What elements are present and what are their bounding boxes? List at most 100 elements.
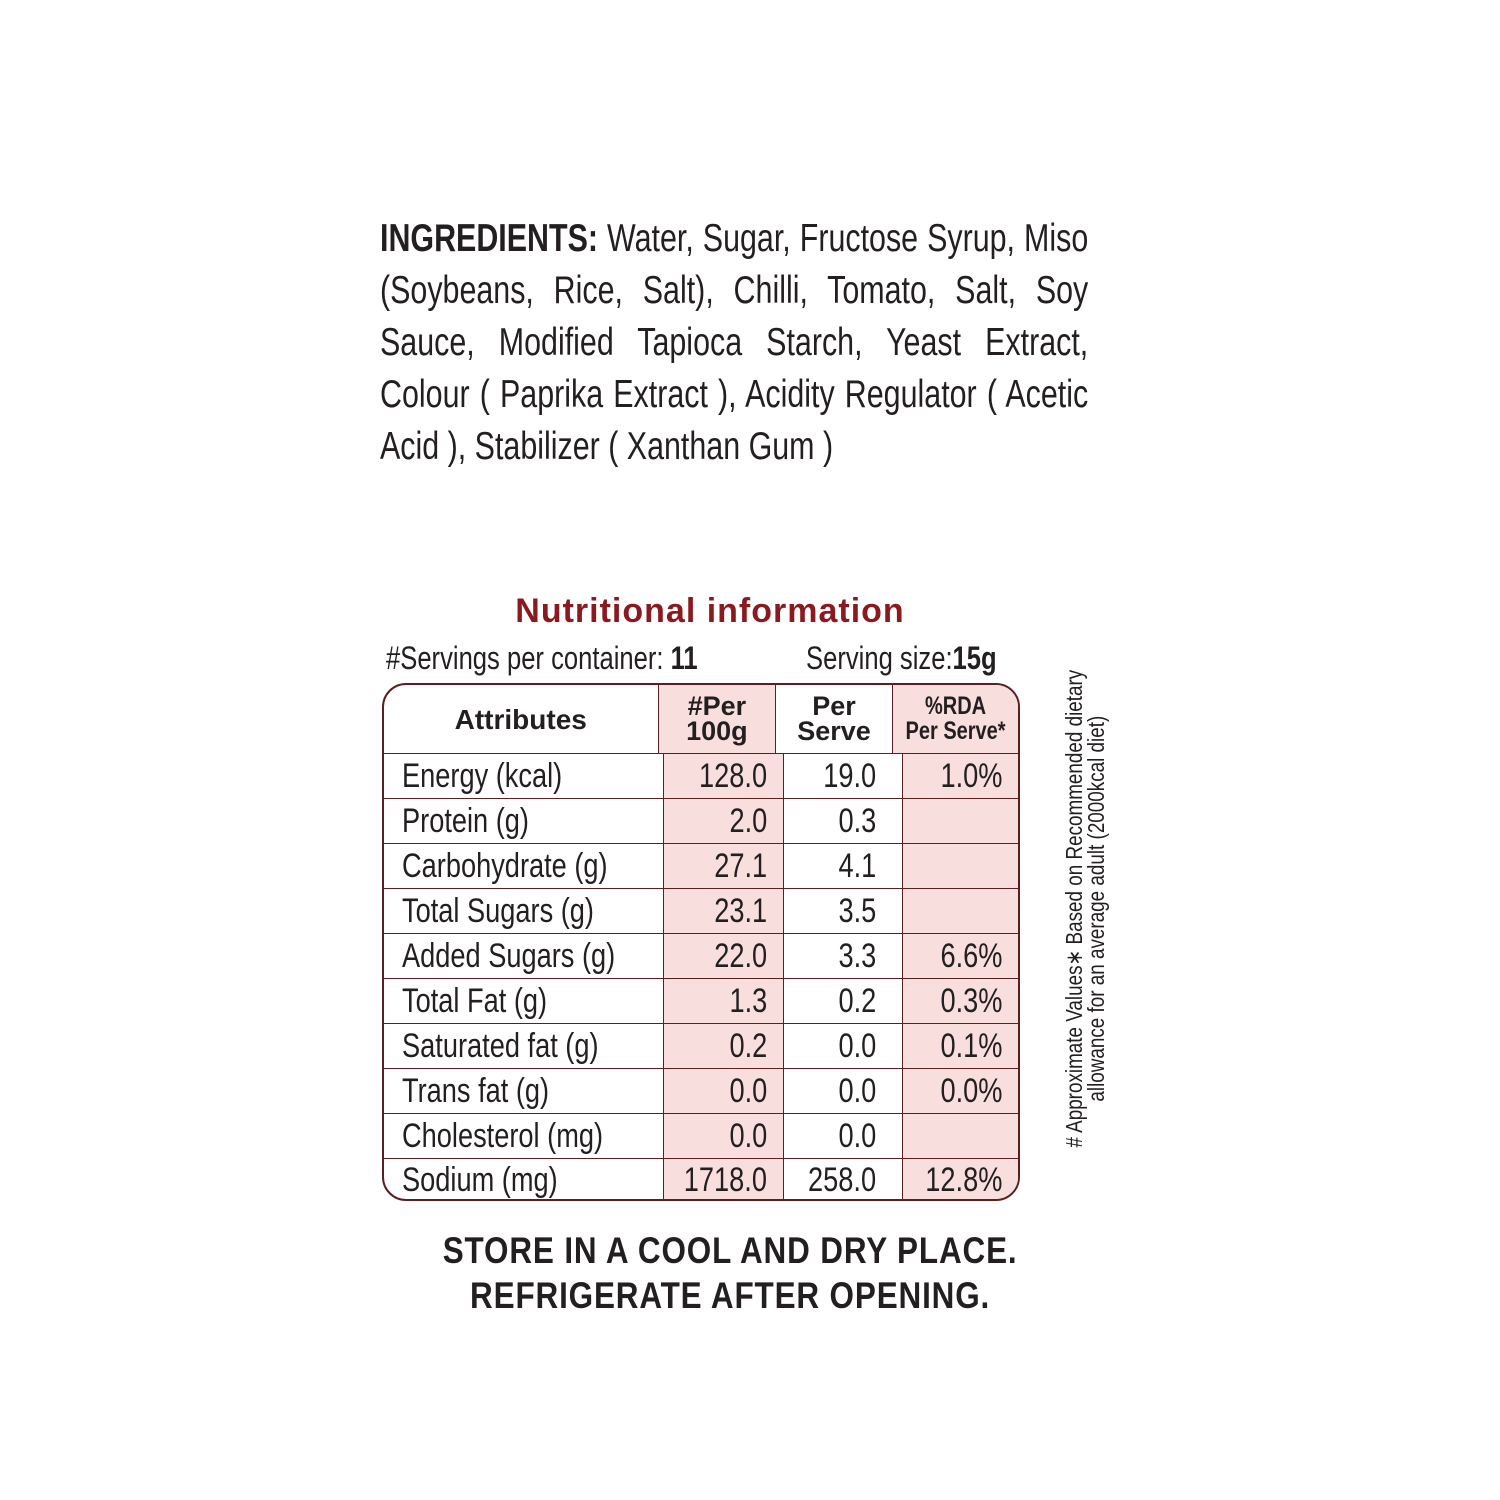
serving-size-value: 15g [952, 640, 997, 676]
cell-value: 0.0 [838, 1026, 876, 1065]
storage-line1: STORE IN A COOL AND DRY PLACE. [442, 1230, 1018, 1271]
row-attribute: Saturated fat (g) [384, 1024, 663, 1068]
cell-value: Protein (g) [402, 801, 529, 840]
cell-value: Trans fat (g) [402, 1071, 550, 1110]
serving-size-label: Serving size: [806, 640, 953, 676]
ingredients-list: Water, Sugar, Fructose Syrup, Miso (Soyb… [380, 217, 1089, 468]
header-line: Per Serve* [905, 717, 1006, 745]
cell-value: 0.0% [940, 1071, 1002, 1110]
cell-value: 128.0 [698, 756, 767, 795]
row-per-100g: 1718.0 [663, 1159, 783, 1199]
row-per-serve: 0.2 [783, 979, 902, 1023]
table-row: Trans fat (g) 0.0 0.0 0.0% [384, 1068, 1018, 1113]
ingredients-label: INGREDIENTS: [380, 217, 599, 260]
cell-value: 19.0 [823, 756, 876, 795]
cell-value: 0.2 [729, 1026, 767, 1065]
header-rda: %RDA Per Serve* [891, 685, 1018, 753]
row-per-serve: 4.1 [783, 844, 902, 888]
row-per-100g: 2.0 [663, 799, 783, 843]
cell-value: 0.0 [729, 1071, 767, 1110]
row-per-serve: 19.0 [783, 754, 902, 798]
cell-value: 0.2 [838, 981, 876, 1020]
row-rda: 0.0% [902, 1069, 1018, 1113]
cell-value: 23.1 [714, 891, 767, 930]
row-rda: 12.8% [902, 1159, 1018, 1199]
row-attribute: Protein (g) [384, 799, 663, 843]
header-attributes: Attributes [454, 703, 587, 735]
cell-value: 0.0 [838, 1116, 876, 1155]
table-row: Energy (kcal) 128.0 19.0 1.0% [384, 753, 1018, 798]
cell-value: Energy (kcal) [402, 756, 563, 795]
row-per-100g: 0.0 [663, 1114, 783, 1158]
row-per-100g: 1.3 [663, 979, 783, 1023]
row-attribute: Trans fat (g) [384, 1069, 663, 1113]
cell-value: 0.0 [729, 1116, 767, 1155]
servings-per-container: #Servings per container: 11 [386, 640, 776, 677]
row-attribute: Carbohydrate (g) [384, 844, 663, 888]
table-row: Total Fat (g) 1.3 0.2 0.3% [384, 978, 1018, 1023]
cell-value: Sodium (mg) [402, 1161, 558, 1199]
servings-value: 11 [670, 640, 698, 676]
cell-value: 3.5 [838, 891, 876, 930]
row-per-100g: 22.0 [663, 934, 783, 978]
row-per-serve: 3.5 [783, 889, 902, 933]
row-rda [902, 1114, 1018, 1158]
row-per-serve: 258.0 [783, 1159, 902, 1199]
row-per-100g: 0.0 [663, 1069, 783, 1113]
row-attribute: Total Sugars (g) [384, 889, 663, 933]
table-row: Saturated fat (g) 0.2 0.0 0.1% [384, 1023, 1018, 1068]
cell-value: 2.0 [729, 801, 767, 840]
header-line: %RDA [924, 692, 987, 720]
header-per-100g: #Per 100g [657, 685, 776, 753]
serving-size: Serving size:15g [806, 640, 1044, 677]
nutrition-title: Nutritional information [515, 592, 905, 630]
row-rda [902, 844, 1018, 888]
header-line: Serve [797, 716, 871, 746]
cell-value: 1.0% [940, 756, 1002, 795]
header-per-serve: Per Serve [775, 685, 892, 753]
cell-value: 258.0 [807, 1161, 876, 1199]
row-rda: 1.0% [902, 754, 1018, 798]
cell-value: Saturated fat (g) [402, 1026, 599, 1065]
cell-value: 6.6% [940, 936, 1002, 975]
cell-value: 0.3 [838, 801, 876, 840]
cell-value: 1.3 [729, 981, 767, 1020]
row-per-100g: 128.0 [663, 754, 783, 798]
row-per-serve: 0.0 [783, 1024, 902, 1068]
cell-value: 1718.0 [683, 1161, 767, 1199]
row-per-serve: 0.3 [783, 799, 902, 843]
row-attribute: Added Sugars (g) [384, 934, 663, 978]
storage-instructions: STORE IN A COOL AND DRY PLACE. REFRIGERAT… [380, 1228, 1080, 1318]
row-per-serve: 0.0 [783, 1069, 902, 1113]
ingredients-text: INGREDIENTS: Water, Sugar, Fructose Syru… [380, 213, 1088, 473]
cell-value: 0.0 [838, 1071, 876, 1110]
table-row: Carbohydrate (g) 27.1 4.1 [384, 843, 1018, 888]
row-attribute: Cholesterol (mg) [384, 1114, 663, 1158]
table-header: Attributes #Per 100g Per Serve %RDA Per Ser… [384, 685, 1018, 753]
row-per-100g: 0.2 [663, 1024, 783, 1068]
table-row: Sodium (mg) 1718.0 258.0 12.8% [384, 1158, 1018, 1199]
storage-line2: REFRIGERATE AFTER OPENING. [469, 1275, 991, 1316]
footnote: # Approximate Values∗ Based on Recommend… [1061, 670, 1109, 1200]
footnote-line2: allowance for an average adult (2000kcal… [1083, 715, 1109, 1102]
cell-value: 3.3 [838, 936, 876, 975]
row-attribute: Energy (kcal) [384, 754, 663, 798]
table-row: Added Sugars (g) 22.0 3.3 6.6% [384, 933, 1018, 978]
cell-value: Added Sugars (g) [402, 936, 616, 975]
cell-value: Cholesterol (mg) [402, 1116, 604, 1155]
row-rda [902, 889, 1018, 933]
header-line: 100g [686, 716, 748, 746]
cell-value: 0.3% [940, 981, 1002, 1020]
cell-value: 27.1 [714, 846, 767, 885]
cell-value: 12.8% [924, 1161, 1002, 1199]
cell-value: Carbohydrate (g) [402, 846, 608, 885]
row-per-100g: 27.1 [663, 844, 783, 888]
row-rda: 0.3% [902, 979, 1018, 1023]
cell-value: 4.1 [838, 846, 876, 885]
header-line: Per [812, 691, 856, 721]
row-per-100g: 23.1 [663, 889, 783, 933]
row-attribute: Sodium (mg) [384, 1159, 663, 1199]
table-row: Protein (g) 2.0 0.3 [384, 798, 1018, 843]
row-rda: 6.6% [902, 934, 1018, 978]
row-rda [902, 799, 1018, 843]
